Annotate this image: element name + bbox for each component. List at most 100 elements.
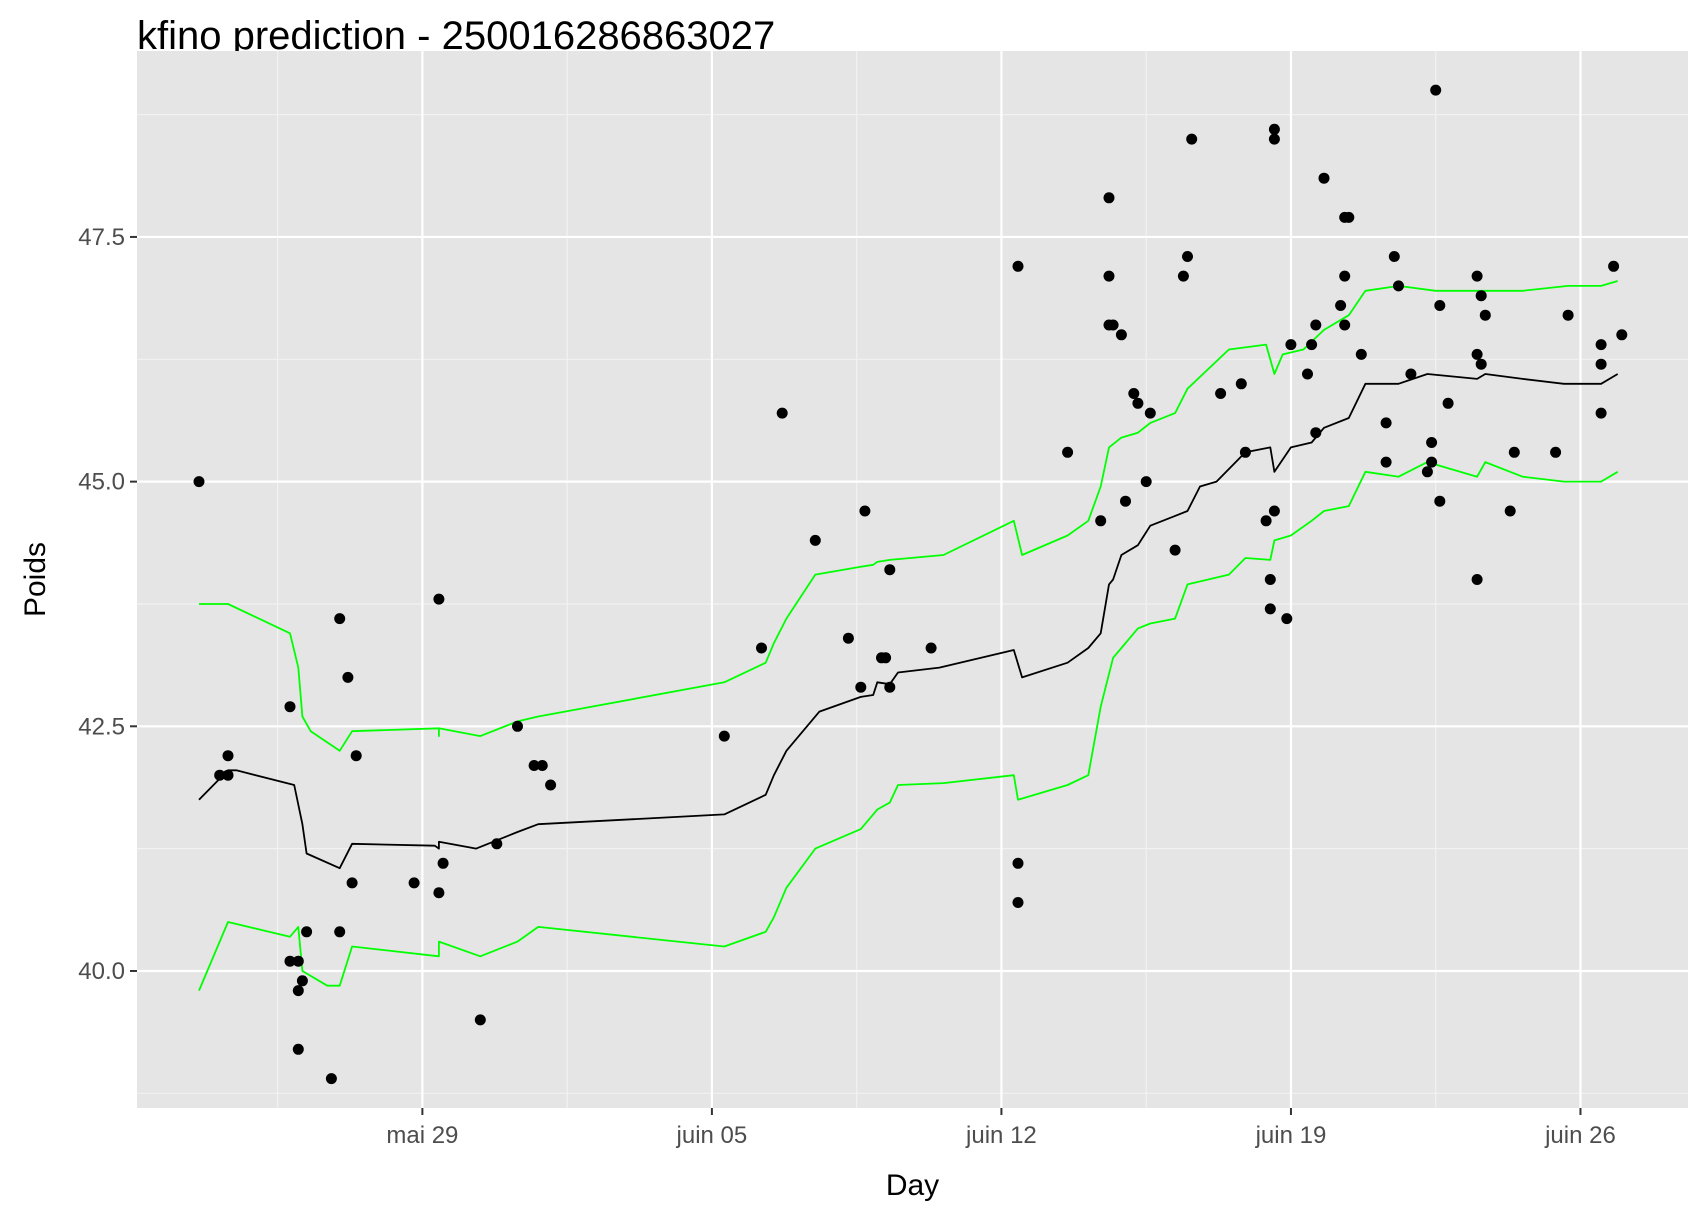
points-layer xyxy=(193,84,1628,1085)
data-point xyxy=(1264,603,1276,615)
grid-major xyxy=(137,51,1688,1108)
data-point xyxy=(1426,437,1438,448)
data-point xyxy=(1235,378,1247,390)
data-point xyxy=(1388,251,1400,262)
data-point xyxy=(1012,857,1024,869)
x-tick-label: juin 05 xyxy=(676,1122,748,1149)
data-point xyxy=(325,1073,337,1085)
data-point xyxy=(1144,407,1156,419)
data-point xyxy=(1343,211,1355,223)
y-axis-title: Poids xyxy=(19,542,52,617)
data-point xyxy=(342,671,354,683)
data-point xyxy=(545,779,557,791)
data-point xyxy=(1268,133,1280,145)
data-point xyxy=(756,642,767,654)
data-point xyxy=(437,857,449,869)
data-point xyxy=(884,681,896,693)
data-point xyxy=(1169,544,1181,556)
data-point xyxy=(334,613,346,625)
data-point xyxy=(1339,270,1351,282)
data-point xyxy=(350,750,362,762)
data-point xyxy=(1595,358,1607,370)
data-point xyxy=(1421,466,1433,478)
data-point xyxy=(1504,505,1516,517)
data-point xyxy=(433,887,445,899)
data-point xyxy=(925,642,937,654)
data-point xyxy=(292,1043,304,1055)
data-point xyxy=(284,701,296,713)
data-point xyxy=(1405,368,1417,380)
data-point xyxy=(301,926,313,938)
plot-panel xyxy=(137,51,1688,1108)
data-point xyxy=(1120,495,1131,507)
data-point xyxy=(1471,348,1483,360)
data-point xyxy=(1103,270,1115,282)
data-point xyxy=(1318,172,1330,184)
y-tick-label: 45.0 xyxy=(78,469,125,496)
data-point xyxy=(1310,427,1322,439)
data-point xyxy=(1562,309,1574,321)
lower-bound-line xyxy=(198,461,1619,991)
data-point xyxy=(1281,613,1293,625)
x-tick-label: juin 19 xyxy=(1255,1122,1327,1149)
data-point xyxy=(1442,397,1454,409)
data-point xyxy=(408,877,420,889)
data-point xyxy=(1310,319,1322,331)
data-point xyxy=(776,407,788,419)
data-point xyxy=(1595,339,1607,351)
data-point xyxy=(1260,515,1272,527)
data-point xyxy=(214,769,226,781)
data-point xyxy=(1062,446,1074,458)
data-point xyxy=(1264,574,1276,585)
data-point xyxy=(1107,319,1119,331)
data-point xyxy=(1616,329,1628,341)
x-axis-title: Day xyxy=(886,1169,939,1202)
x-axis: mai 29 juin 05 juin 12 juin 19 juin 26 xyxy=(386,1108,1616,1149)
data-point xyxy=(346,877,358,889)
data-point xyxy=(1239,446,1251,458)
data-point xyxy=(296,975,308,987)
data-point xyxy=(1182,251,1193,262)
data-point xyxy=(536,760,548,771)
data-point xyxy=(1595,407,1607,419)
data-point xyxy=(1285,339,1297,351)
data-point xyxy=(1475,358,1487,370)
data-point xyxy=(1393,280,1404,292)
data-point xyxy=(1132,397,1144,409)
data-point xyxy=(1012,260,1024,272)
data-point xyxy=(1475,290,1487,302)
data-point xyxy=(491,838,503,850)
data-point xyxy=(474,1014,486,1026)
data-point xyxy=(1095,515,1107,527)
data-point xyxy=(1103,192,1115,204)
y-axis: 40.0 42.5 45.0 47.5 xyxy=(78,224,137,985)
data-point xyxy=(512,720,523,732)
data-point xyxy=(1335,300,1347,311)
data-point xyxy=(1608,260,1620,272)
prediction-line xyxy=(198,373,1619,870)
data-point xyxy=(1177,270,1189,282)
data-point xyxy=(1339,319,1351,331)
data-point xyxy=(1479,309,1491,321)
data-point xyxy=(1115,329,1127,341)
data-point xyxy=(222,769,234,781)
data-point xyxy=(809,534,821,546)
data-point xyxy=(859,505,871,517)
data-point xyxy=(1471,574,1483,585)
data-point xyxy=(1434,300,1446,311)
data-point xyxy=(1268,505,1280,517)
y-tick-label: 40.0 xyxy=(78,958,125,985)
data-point xyxy=(855,681,867,693)
data-point xyxy=(528,760,540,771)
data-point xyxy=(1302,368,1313,380)
data-point xyxy=(1550,446,1562,458)
data-point xyxy=(1268,123,1280,135)
x-tick-label: juin 26 xyxy=(1544,1122,1616,1149)
data-point xyxy=(884,564,896,576)
data-point xyxy=(1128,388,1140,399)
data-point xyxy=(334,926,346,938)
data-point xyxy=(718,730,730,742)
grid-minor xyxy=(137,51,1688,1108)
data-point xyxy=(1306,339,1318,351)
